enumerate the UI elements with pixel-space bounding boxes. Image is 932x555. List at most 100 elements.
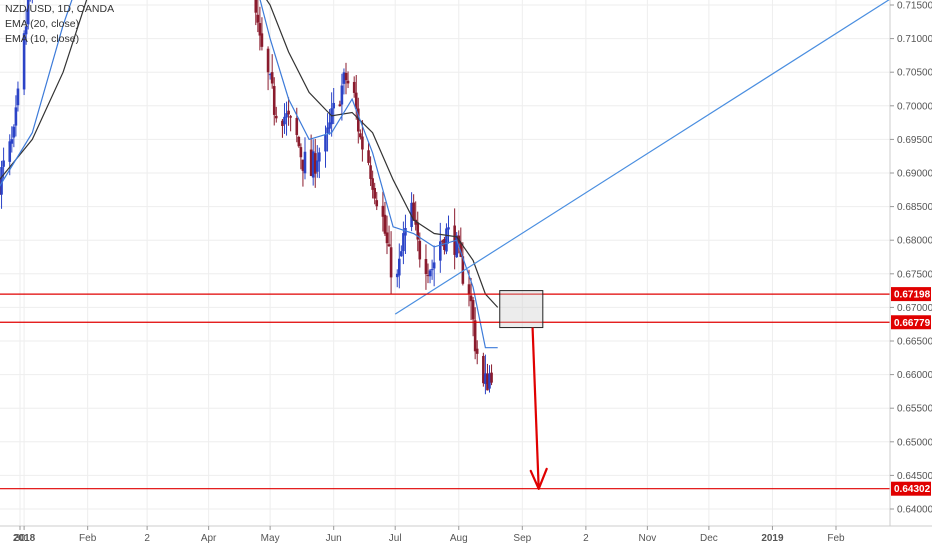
price-tick-label: 0.66500	[897, 337, 932, 348]
candle-body	[443, 239, 446, 250]
candle-body	[16, 88, 20, 106]
candle-body	[418, 240, 422, 260]
candle-body	[461, 256, 465, 284]
candle-body	[309, 149, 313, 176]
candle-body	[14, 107, 18, 126]
supply-zone-rectangle[interactable]	[499, 290, 544, 329]
candle-body	[482, 355, 485, 384]
time-tick-label: 2018	[13, 533, 36, 544]
time-tick-label: Aug	[450, 533, 468, 544]
candle-body	[469, 295, 473, 302]
candle-body	[274, 115, 278, 119]
price-tick-label: 0.68000	[897, 236, 932, 247]
candle-body	[473, 320, 477, 352]
candle-body	[361, 136, 364, 150]
candle-body	[318, 152, 321, 162]
candle-body	[311, 151, 315, 178]
candle-body	[22, 33, 26, 90]
candle-body	[373, 188, 376, 199]
price-tick-label: 0.70500	[897, 68, 932, 79]
candle-body	[268, 74, 272, 76]
candle-body	[299, 147, 303, 158]
candle-body	[426, 275, 430, 277]
price-tick-label: 0.69500	[897, 135, 932, 146]
candle-body	[258, 23, 262, 36]
time-tick-label: 30	[14, 533, 26, 544]
candle-body	[400, 251, 403, 257]
candle-body	[359, 133, 362, 138]
candle-body	[389, 247, 393, 278]
level-price-badge	[891, 287, 931, 302]
time-tick-label: 2	[583, 533, 589, 544]
candle-body	[324, 134, 327, 152]
candle-body	[254, 0, 258, 13]
legend-symbol: NZD/USD, 1D, OANDA	[5, 3, 115, 15]
ema20-line	[0, 0, 499, 308]
candle-body	[414, 219, 417, 225]
time-tick-label: Nov	[638, 533, 656, 544]
candle-body	[303, 151, 307, 174]
candle-body	[285, 113, 288, 118]
candle-body	[397, 258, 401, 276]
time-tick-label: Jul	[389, 533, 402, 544]
candle-body	[412, 202, 415, 221]
time-tick-label: May	[261, 533, 280, 544]
candle-body	[424, 259, 428, 275]
candle-body	[26, 0, 30, 25]
candle-body	[2, 160, 5, 167]
legend-ema20: EMA (20, close)	[5, 18, 80, 30]
candle-body	[356, 108, 360, 132]
candle-body	[445, 228, 448, 252]
candle-body	[475, 348, 479, 354]
candle-body	[0, 167, 3, 195]
candle-body	[338, 104, 342, 107]
time-tick-label: Dec	[700, 533, 718, 544]
candle-body	[439, 241, 442, 261]
candle-body	[488, 373, 491, 389]
candle-body	[381, 205, 385, 217]
candle-body	[387, 244, 391, 247]
candle-body	[12, 126, 16, 138]
candle-body	[260, 33, 264, 47]
price-tick-label: 0.64500	[897, 471, 932, 482]
candle-body	[281, 120, 284, 126]
candle-body	[416, 222, 420, 240]
price-tick-label: 0.65500	[897, 404, 932, 415]
candle-body	[8, 141, 12, 162]
trendline[interactable]	[394, 0, 891, 315]
price-tick-label: 0.67000	[897, 303, 932, 314]
candle-body	[369, 165, 372, 179]
price-tick-label: 0.70000	[897, 101, 932, 112]
time-tick-label: 2019	[761, 533, 784, 544]
price-tick-label: 0.71500	[897, 1, 932, 12]
price-tick-label: 0.65000	[897, 437, 932, 448]
time-tick-label: Apr	[201, 533, 217, 544]
chart-legend: NZD/USD, 1D, OANDA EMA (20, close) EMA (…	[5, 2, 114, 47]
candle-body	[24, 26, 28, 35]
candle-body	[471, 299, 475, 320]
candle-body	[301, 159, 305, 171]
candle-body	[395, 273, 399, 278]
candle-body	[430, 269, 434, 271]
candle-body	[346, 80, 350, 84]
time-tick-label: Jun	[326, 533, 342, 544]
candle-body	[295, 118, 299, 135]
level-price-label: 0.67198	[894, 290, 931, 301]
candle-body	[283, 116, 286, 125]
candle-body	[375, 200, 379, 207]
price-tick-label: 0.64000	[897, 505, 932, 516]
ema10-line	[0, 0, 498, 349]
candle-body	[272, 86, 276, 115]
candle-body	[256, 14, 260, 23]
candle-body	[402, 233, 405, 252]
legend-ema10: EMA (10, close)	[5, 33, 80, 45]
candle-body	[447, 227, 450, 230]
candle-body	[404, 227, 407, 236]
price-tick-label: 0.69000	[897, 169, 932, 180]
time-tick-label: Feb	[79, 533, 97, 544]
down-arrow-shaft[interactable]	[531, 327, 540, 489]
time-tick-label: Sep	[513, 533, 531, 544]
candle-body	[367, 150, 370, 163]
